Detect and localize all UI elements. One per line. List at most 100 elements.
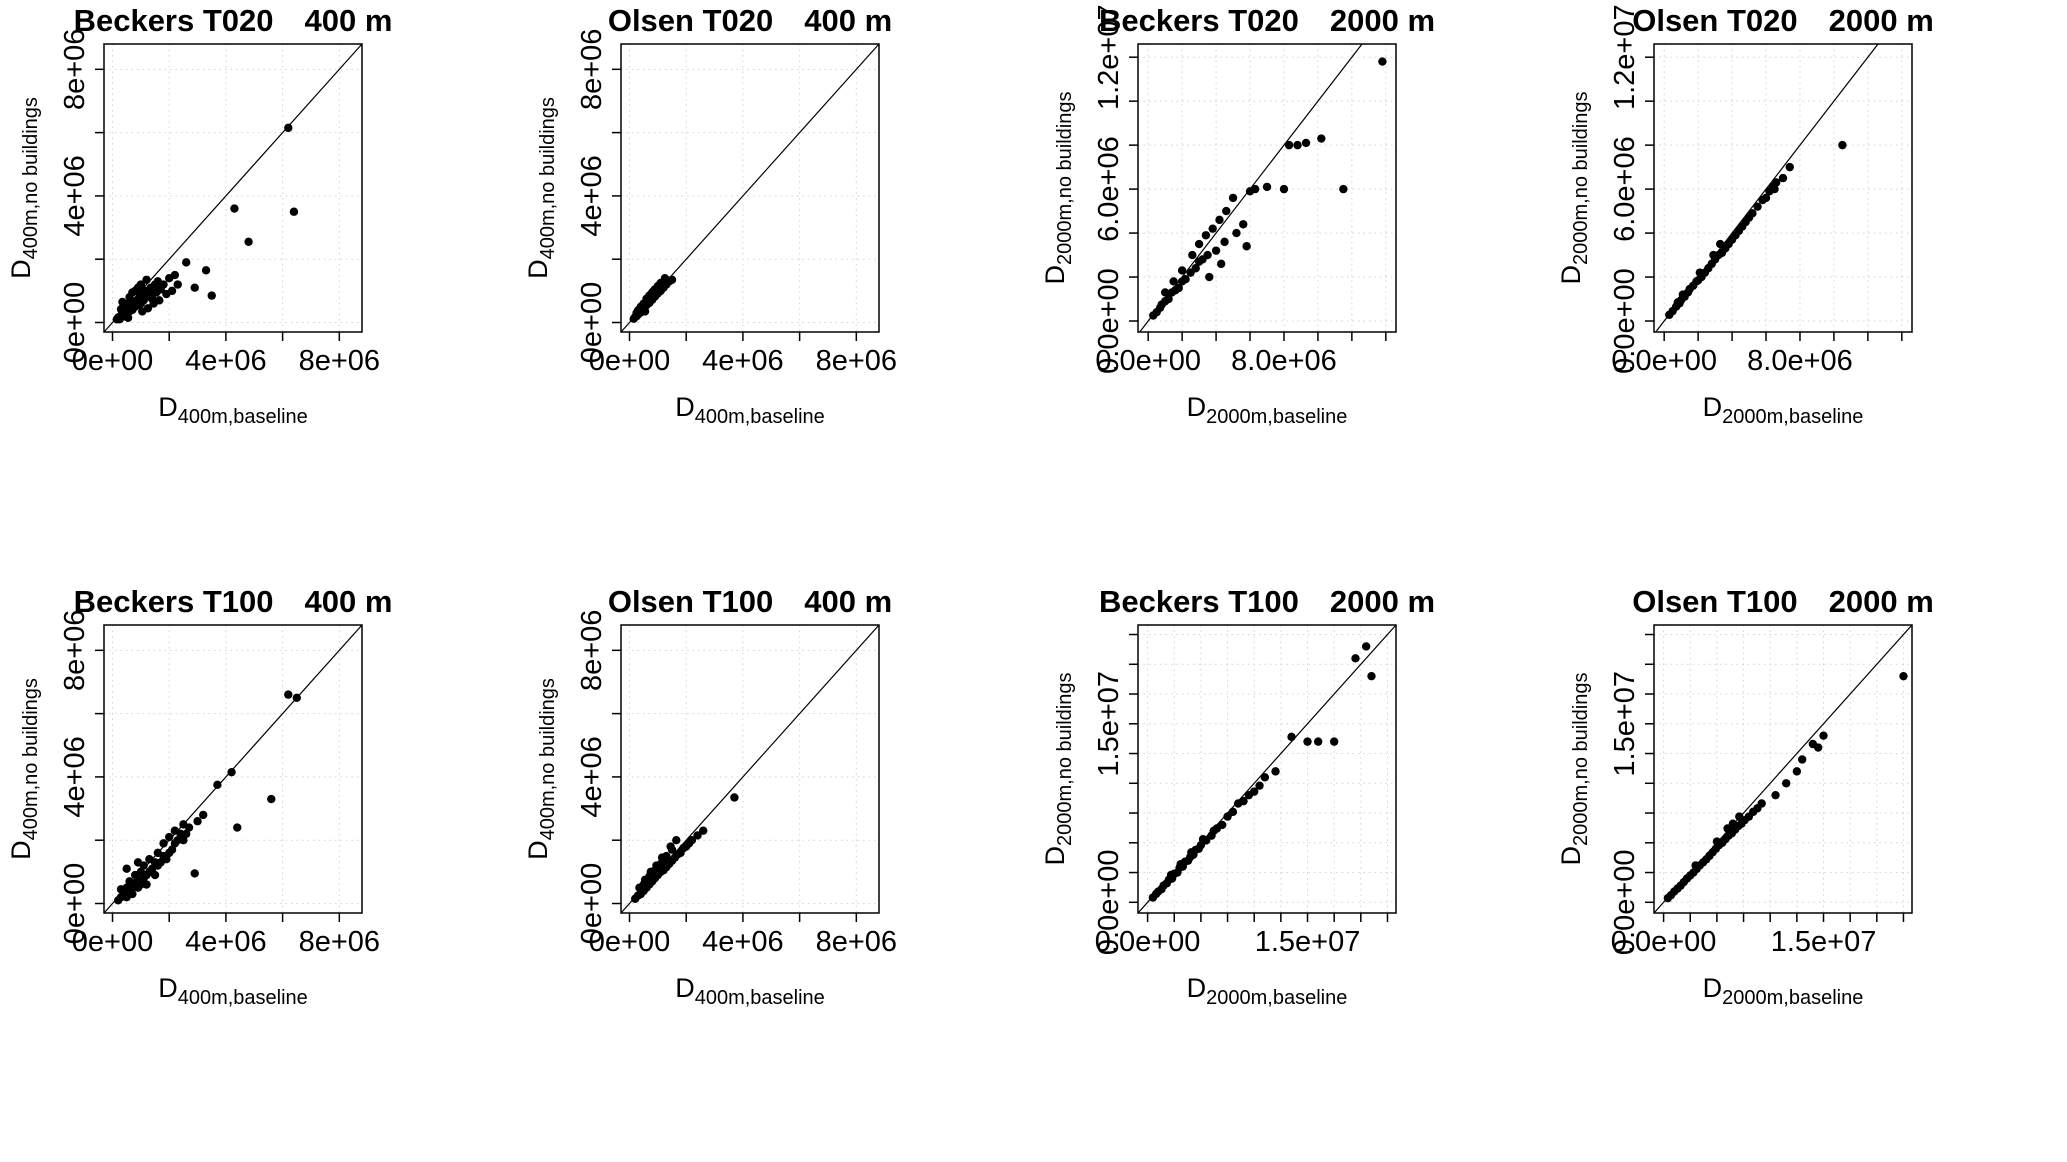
data-point bbox=[170, 270, 180, 280]
data-point bbox=[1249, 787, 1258, 796]
data-point bbox=[1194, 239, 1203, 249]
data-point bbox=[1338, 184, 1348, 194]
scatter-plot-svg: 0.0e+00 8.0e+06 0.0e+00 6.0e+06 1.2e+07Olsen… bbox=[1556, 3, 1934, 428]
x-tick-label: 0e+00 bbox=[589, 345, 670, 377]
data-point bbox=[179, 836, 188, 845]
data-point bbox=[1286, 732, 1296, 742]
y-axis-label: D2000m,no buildings bbox=[1040, 92, 1076, 285]
data-point bbox=[1785, 162, 1795, 172]
x-tick-label: 0e+00 bbox=[589, 926, 670, 958]
data-point bbox=[1207, 224, 1217, 233]
data-point bbox=[1329, 737, 1338, 746]
scatter-plot-svg: 0.0e+00 1.5e+07 0.0e+00 1.5e+07 Beckers T100… bbox=[1040, 584, 1435, 1009]
data-point bbox=[1221, 206, 1230, 216]
data-point bbox=[1187, 250, 1197, 260]
panel-title: Beckers T020 2000 m bbox=[1098, 3, 1434, 38]
x-tick-label: 4e+06 bbox=[185, 345, 266, 377]
data-point bbox=[190, 283, 199, 292]
data-point bbox=[1798, 755, 1807, 764]
data-point bbox=[1216, 259, 1225, 269]
x-tick-label: 8e+06 bbox=[815, 345, 896, 377]
data-point bbox=[159, 839, 168, 848]
data-point bbox=[199, 810, 208, 820]
data-point bbox=[233, 823, 242, 832]
data-point bbox=[136, 280, 146, 289]
data-point bbox=[182, 829, 191, 839]
data-point bbox=[150, 870, 160, 880]
x-tick-label: 8.0e+06 bbox=[1231, 345, 1337, 377]
y-axis-label: D400m,no buildings bbox=[6, 678, 42, 860]
y-tick-label: 1.2e+07 bbox=[1093, 4, 1125, 110]
y-tick-label: 6.0e+06 bbox=[1093, 136, 1125, 242]
x-tick-label: 0.0e+00 bbox=[1612, 345, 1718, 377]
y-axis-label: D2000m,no buildings bbox=[1040, 673, 1076, 866]
data-point bbox=[190, 869, 199, 878]
data-point bbox=[1180, 275, 1190, 284]
data-point bbox=[1228, 807, 1237, 817]
plot-box bbox=[1136, 624, 1397, 914]
x-tick-label: 4e+06 bbox=[702, 926, 783, 958]
data-point bbox=[1792, 767, 1802, 776]
data-point bbox=[1770, 184, 1779, 194]
y-tick-label: 0.0e+00 bbox=[1609, 268, 1641, 374]
data-point bbox=[1814, 743, 1823, 752]
data-point bbox=[687, 836, 696, 845]
data-point bbox=[661, 851, 671, 861]
data-point bbox=[230, 204, 239, 213]
data-point bbox=[267, 794, 276, 804]
data-point bbox=[155, 296, 164, 305]
data-point bbox=[244, 237, 253, 247]
data-point bbox=[1214, 215, 1224, 225]
data-point bbox=[667, 275, 676, 284]
data-point bbox=[184, 823, 194, 832]
data-point bbox=[1270, 767, 1280, 776]
x-tick-label: 0.0e+00 bbox=[1094, 926, 1200, 958]
data-point bbox=[1350, 654, 1360, 663]
data-point bbox=[193, 817, 202, 826]
data-point bbox=[1284, 140, 1293, 150]
y-tick-label: 4e+06 bbox=[576, 155, 608, 236]
scatter-plot-svg: 0.0e+00 1.5e+07 0.0e+00 1.5e+07 Olsen T100 2… bbox=[1556, 584, 1934, 1009]
plot-box bbox=[1653, 43, 1913, 333]
x-axis-label: D400m,baseline bbox=[675, 392, 825, 428]
panel-beckers-t020-400m: 0e+00 4e+06 8e+06 0e+00 4e+06 8e+06 Beckers T0… bbox=[0, 0, 517, 581]
data-point bbox=[207, 291, 216, 300]
panel-olsen-t020-2000m: 0.0e+00 8.0e+06 0.0e+00 6.0e+06 1.2e+07 Olsen… bbox=[1550, 0, 2067, 581]
data-point bbox=[1772, 178, 1781, 187]
data-point bbox=[138, 307, 147, 316]
x-tick-label: 8e+06 bbox=[299, 345, 380, 377]
panel-olsen-t100-2000m: 0.0e+00 1.5e+07 0.0e+00 1.5e+07 Olsen T100 2… bbox=[1550, 581, 2067, 1162]
data-point bbox=[165, 832, 174, 842]
x-tick-label: 8.0e+06 bbox=[1747, 345, 1853, 377]
y-tick-label: 8e+06 bbox=[576, 610, 608, 691]
y-tick-label: 0e+00 bbox=[576, 282, 608, 363]
data-point bbox=[698, 826, 708, 835]
x-axis-label: D400m,baseline bbox=[158, 973, 308, 1009]
y-tick-label: 6.0e+06 bbox=[1609, 136, 1641, 242]
y-axis-label: D2000m,no buildings bbox=[1556, 673, 1592, 866]
y-tick-label: 8e+06 bbox=[59, 610, 91, 691]
data-point bbox=[1771, 790, 1780, 800]
data-point bbox=[1757, 799, 1767, 808]
data-point bbox=[1361, 642, 1370, 651]
panel-beckers-t100-400m: 0e+00 4e+06 8e+06 0e+00 4e+06 8e+06 Beckers T1… bbox=[0, 581, 517, 1162]
data-point bbox=[1748, 209, 1757, 218]
data-point bbox=[289, 207, 299, 216]
x-tick-label: 0.0e+00 bbox=[1611, 926, 1717, 958]
y-tick-label: 1.5e+07 bbox=[1093, 671, 1125, 777]
panel-title: Beckers T100 2000 m bbox=[1098, 584, 1434, 619]
data-point bbox=[1302, 737, 1312, 746]
x-tick-label: 0e+00 bbox=[72, 345, 153, 377]
panel-olsen-t020-400m: 0e+00 4e+06 8e+06 0e+00 4e+06 8e+06 Olsen T020… bbox=[517, 0, 1034, 581]
data-point bbox=[292, 693, 301, 702]
x-tick-label: 0.0e+00 bbox=[1095, 345, 1201, 377]
x-axis-label: D2000m,baseline bbox=[1186, 973, 1347, 1009]
data-point bbox=[1204, 272, 1213, 282]
data-point bbox=[201, 266, 211, 275]
data-point bbox=[182, 258, 191, 267]
x-tick-label: 8e+06 bbox=[299, 926, 380, 958]
data-point bbox=[1228, 193, 1237, 203]
